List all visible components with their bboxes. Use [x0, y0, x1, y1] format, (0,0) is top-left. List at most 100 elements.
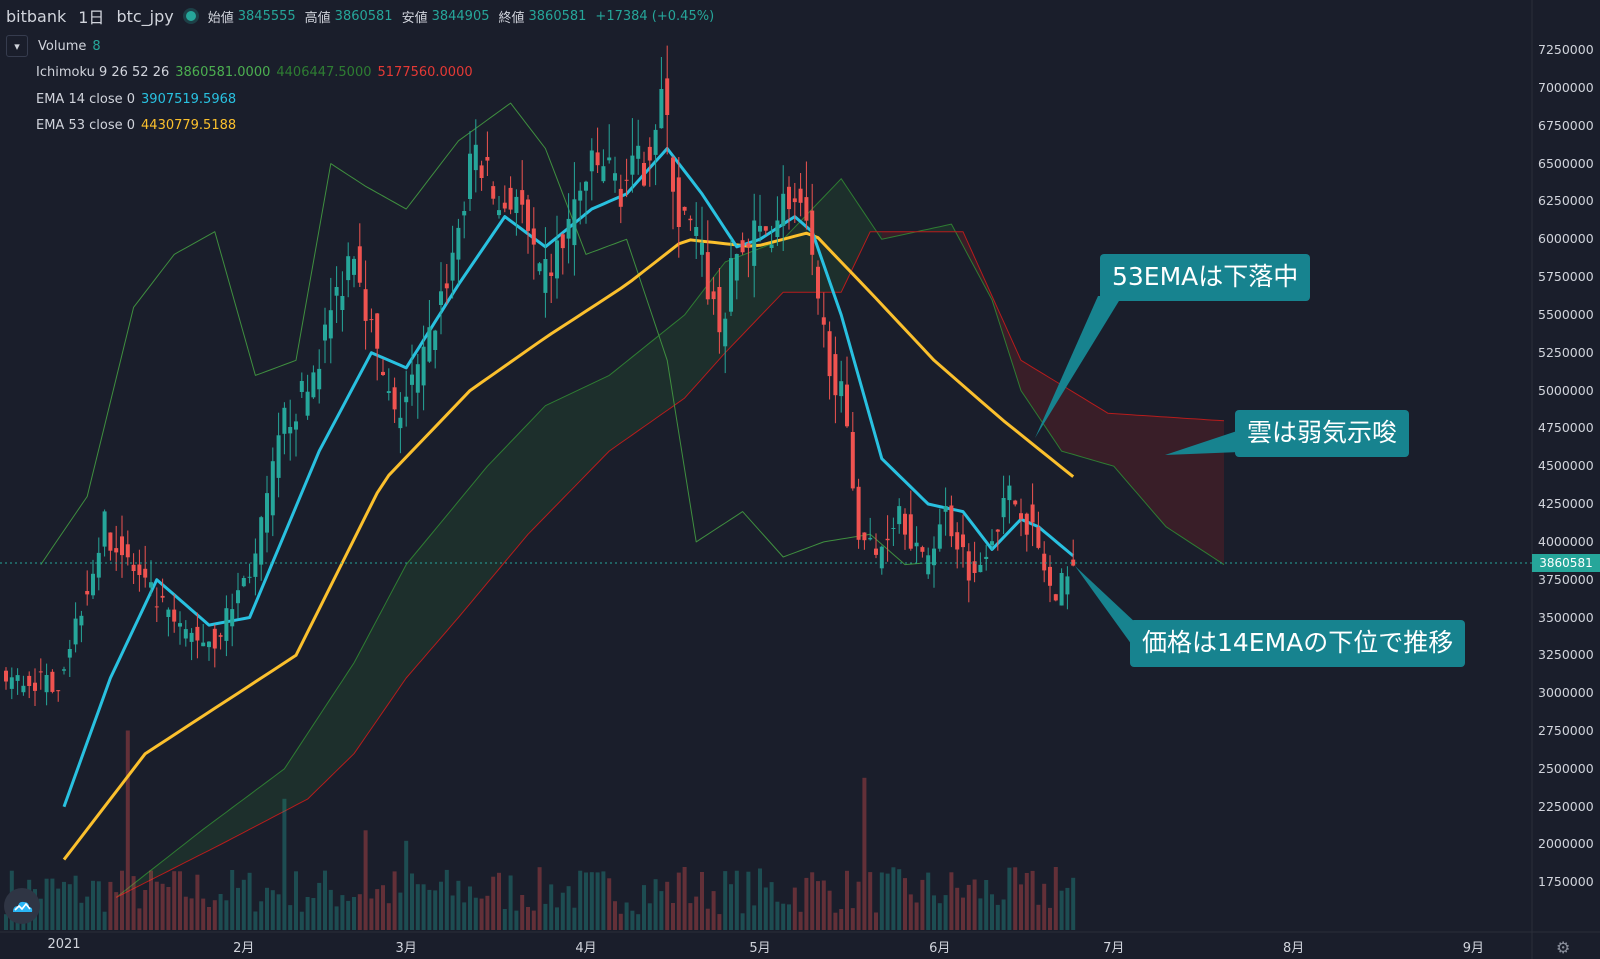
volume-bar [282, 798, 287, 931]
volume-bar [589, 872, 594, 930]
candle-body [9, 677, 14, 689]
volume-bar [172, 871, 177, 930]
candle-body [265, 493, 269, 533]
legend-volume-value: 8 [92, 38, 101, 54]
leading-span-a-line [115, 178, 1225, 898]
candle-body [926, 555, 931, 575]
volume-bar [357, 894, 362, 930]
volume-bar [352, 897, 356, 930]
volume-bar [108, 881, 113, 930]
volume-bar [1013, 867, 1018, 930]
volume-bar [253, 911, 258, 930]
candle-body [508, 187, 513, 210]
volume-bar [305, 897, 310, 930]
candle-body [688, 218, 693, 221]
candle-body [1013, 500, 1018, 505]
candle-body [50, 671, 55, 692]
volume-bar [44, 878, 49, 930]
volume-bar [932, 895, 936, 930]
candle-body [363, 289, 368, 321]
volume-bar [729, 884, 733, 930]
volume-bar [433, 890, 438, 930]
candle-body [207, 641, 211, 648]
volume-bar [671, 903, 675, 930]
volume-bar [763, 887, 768, 930]
volume-bar [183, 896, 188, 930]
candle-body [694, 227, 699, 236]
legend-volume[interactable]: ▾ Volume 8 [6, 33, 473, 60]
volume-bar [207, 907, 211, 930]
volume-bar [102, 911, 107, 930]
volume-bar [189, 898, 194, 930]
volume-bar [120, 870, 124, 930]
candle-body [21, 685, 26, 693]
candle-body [125, 544, 130, 558]
annotation-pointers [1035, 296, 1240, 652]
volume-bar [56, 888, 61, 930]
price-tick-label: 3250000 [1538, 647, 1594, 663]
legend-ema14[interactable]: EMA 14 close 0 3907519.5968 [6, 86, 473, 113]
volume-bar [659, 891, 664, 930]
candle-body [549, 272, 554, 276]
volume-bar [978, 898, 983, 930]
candle-body [433, 330, 438, 350]
volume-bar [775, 901, 780, 930]
legend-ema53-value: 4430779.5188 [141, 118, 237, 134]
volume-bar [630, 910, 635, 930]
gear-icon[interactable]: ⚙ [1556, 938, 1571, 957]
price-tick-label: 2000000 [1538, 836, 1594, 852]
volume-bar [526, 907, 530, 930]
candle-body [143, 568, 148, 578]
candle-body [966, 551, 971, 581]
candle-body [27, 675, 32, 686]
volume-bar [85, 896, 90, 930]
candle-body [891, 528, 896, 529]
volume-bar [601, 871, 606, 930]
time-tick-label: 6月 [929, 941, 951, 956]
indicator-legend: ▾ Volume 8 Ichimoku 9 26 52 26 3860581.0… [6, 33, 473, 139]
volume-bar [624, 902, 629, 930]
candle-body [700, 242, 704, 255]
volume-bar [584, 872, 588, 930]
candle-body [502, 202, 507, 209]
exchange-name[interactable]: bitbank [6, 6, 67, 26]
volume-bar [746, 871, 751, 930]
volume-bar [427, 889, 432, 930]
volume-bar [502, 909, 507, 930]
candle-body [421, 346, 426, 386]
candle-body [723, 318, 728, 347]
price-tick-label: 4250000 [1538, 496, 1594, 512]
candle-body [659, 89, 664, 129]
high-label: 高値 [304, 10, 331, 26]
chevron-down-icon[interactable]: ▾ [6, 35, 28, 58]
candle-body [972, 561, 977, 573]
candle-body [746, 243, 751, 248]
candle-body [38, 671, 43, 673]
volume-bar [804, 877, 809, 930]
candle-body [497, 210, 501, 216]
high-value: 3860581 [334, 8, 393, 24]
candle-body [386, 391, 391, 393]
time-tick-label: 5月 [749, 941, 771, 956]
volume-bar [879, 872, 884, 930]
candle-body [352, 258, 356, 275]
volume-bar [91, 880, 95, 930]
symbol-name[interactable]: btc_jpy [116, 6, 174, 26]
legend-ichimoku[interactable]: Ichimoku 9 26 52 26 3860581.0000 4406447… [6, 60, 473, 87]
volume-bar [178, 871, 182, 930]
ema53-line [62, 231, 1075, 861]
interval-label[interactable]: 1日 [78, 8, 105, 27]
candle-body [555, 240, 559, 279]
candle-body [520, 190, 525, 205]
volume-bar [363, 830, 368, 931]
cloud-logo-icon[interactable] [4, 888, 40, 924]
volume-bar [903, 878, 907, 930]
legend-ema53[interactable]: EMA 53 close 0 4430779.5188 [6, 113, 473, 140]
candle-body [589, 150, 594, 172]
volume-bar [769, 882, 774, 930]
legend-ichimoku-name: Ichimoku 9 26 52 26 [36, 65, 170, 81]
volume-bar [456, 880, 461, 930]
volume-bar [845, 870, 849, 930]
